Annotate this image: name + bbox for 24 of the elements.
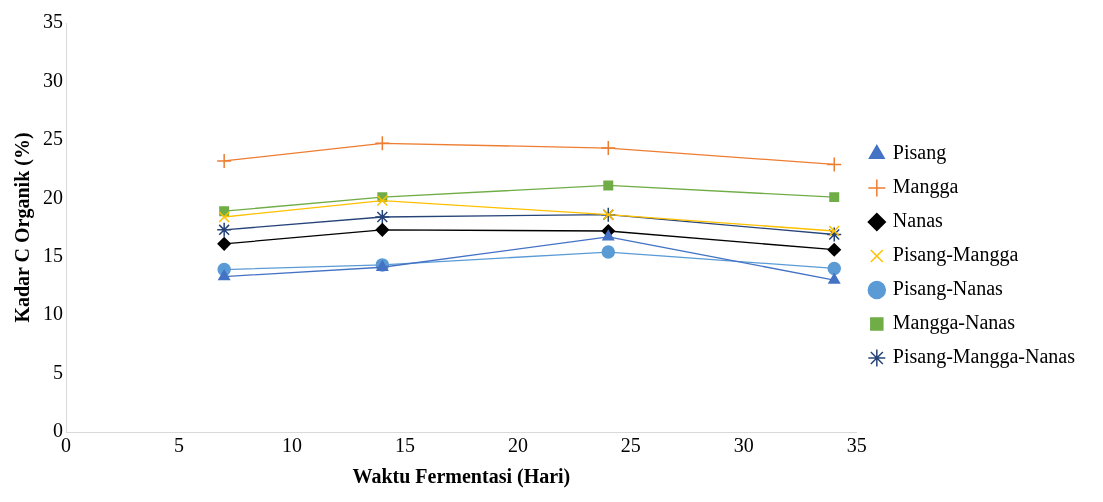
y-axis-title: Kadar C Organik (%)	[11, 132, 35, 323]
x-tick-label: 20	[507, 434, 528, 457]
x-axis-title: Waktu Fermentasi (Hari)	[352, 465, 571, 489]
x-tick-label: 10	[281, 434, 302, 457]
legend-label: Nanas	[892, 209, 944, 232]
y-tick-label: 0	[53, 419, 63, 442]
legend-label: Mangga	[892, 175, 959, 199]
legend-label: Pisang	[892, 141, 947, 165]
legend-label: Pisang-Nanas	[892, 277, 1004, 301]
legend-label: Mangga-Nanas	[892, 311, 1016, 335]
legend-label: Pisang-Mangga-Nanas	[892, 345, 1076, 369]
y-tick-label: 10	[43, 302, 63, 325]
y-tick-label: 20	[43, 185, 63, 208]
y-tick-label: 5	[53, 360, 63, 383]
x-tick-label: 35	[846, 434, 867, 457]
legend-label: Pisang-Mangga	[892, 243, 1019, 267]
y-tick-label: 25	[43, 127, 63, 150]
x-tick-label: 15	[394, 434, 415, 457]
x-tick-label: 30	[733, 434, 754, 457]
y-tick-label: 30	[43, 68, 63, 91]
x-tick-label: 5	[173, 434, 184, 457]
y-tick-label: 15	[43, 243, 63, 266]
y-tick-label: 35	[43, 10, 63, 33]
x-tick-label: 25	[620, 434, 641, 457]
